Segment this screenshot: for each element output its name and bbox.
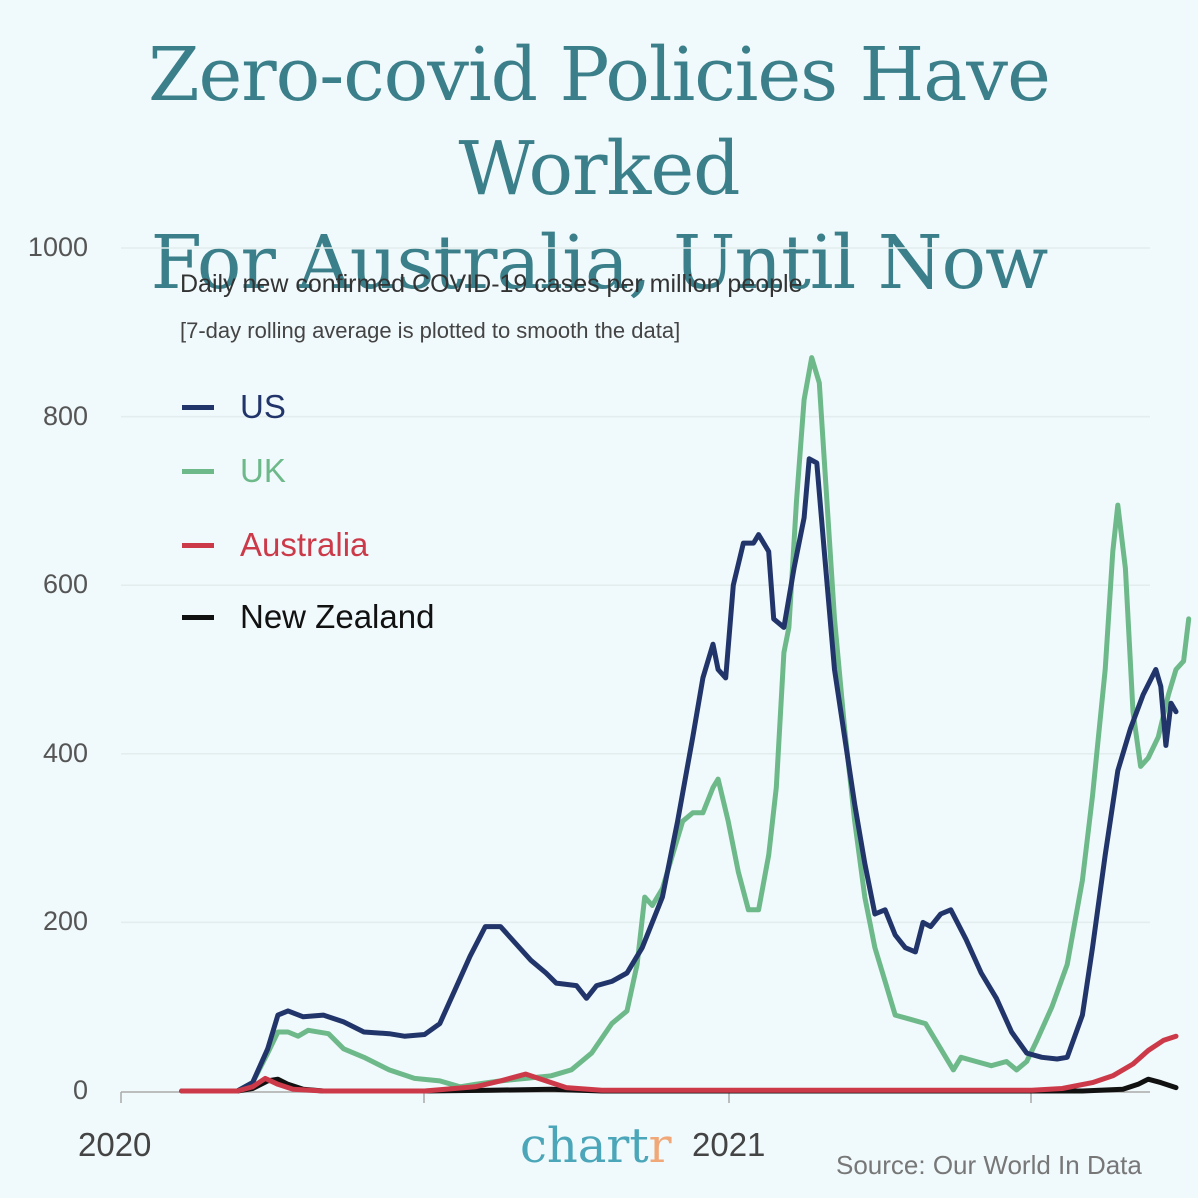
- legend-item-uk: UK: [182, 452, 286, 490]
- logo-accent: r: [648, 1118, 672, 1174]
- title-line-1: Zero-covid Policies Have Worked: [148, 32, 1051, 212]
- y-tick-200: 200: [42, 906, 88, 936]
- source-credit: Source: Our World In Data: [836, 1150, 1142, 1180]
- legend-label-australia: Australia: [240, 526, 369, 563]
- legend-swatch-australia: [182, 542, 214, 548]
- legend-label-us: US: [240, 388, 286, 425]
- chart-note: [7-day rolling average is plotted to smo…: [180, 318, 681, 343]
- series-line-us: [179, 456, 1179, 1094]
- series-line-uk: [179, 355, 1192, 1094]
- y-tick-1000: 1000: [27, 232, 88, 262]
- x-tick-2020: 2020: [78, 1126, 152, 1163]
- title-line-2: For Australia, Until Now: [150, 220, 1049, 306]
- chart-subtitle: Daily new confirmed COVID-19 cases per m…: [180, 270, 803, 298]
- legend-item-australia: Australia: [182, 526, 368, 564]
- y-tick-400: 400: [42, 738, 88, 768]
- x-tick-2021: 2021: [692, 1126, 766, 1163]
- legend-swatch-new-zealand: [182, 614, 214, 620]
- legend-item-us: US: [182, 388, 286, 426]
- chartr-logo: chartr: [520, 1118, 672, 1174]
- legend-swatch-uk: [182, 468, 214, 474]
- legend-label-uk: UK: [240, 452, 286, 489]
- y-tick-600: 600: [42, 569, 88, 599]
- legend-item-new-zealand: New Zealand: [182, 598, 434, 636]
- y-tick-0: 0: [72, 1075, 88, 1105]
- y-tick-800: 800: [42, 401, 88, 431]
- legend-swatch-us: [182, 404, 214, 410]
- logo-main: chart: [520, 1118, 649, 1174]
- chart-title: Zero-covid Policies Have Worked For Aust…: [0, 28, 1198, 310]
- legend-label-new-zealand: New Zealand: [240, 598, 435, 635]
- series-line-australia: [179, 1033, 1179, 1094]
